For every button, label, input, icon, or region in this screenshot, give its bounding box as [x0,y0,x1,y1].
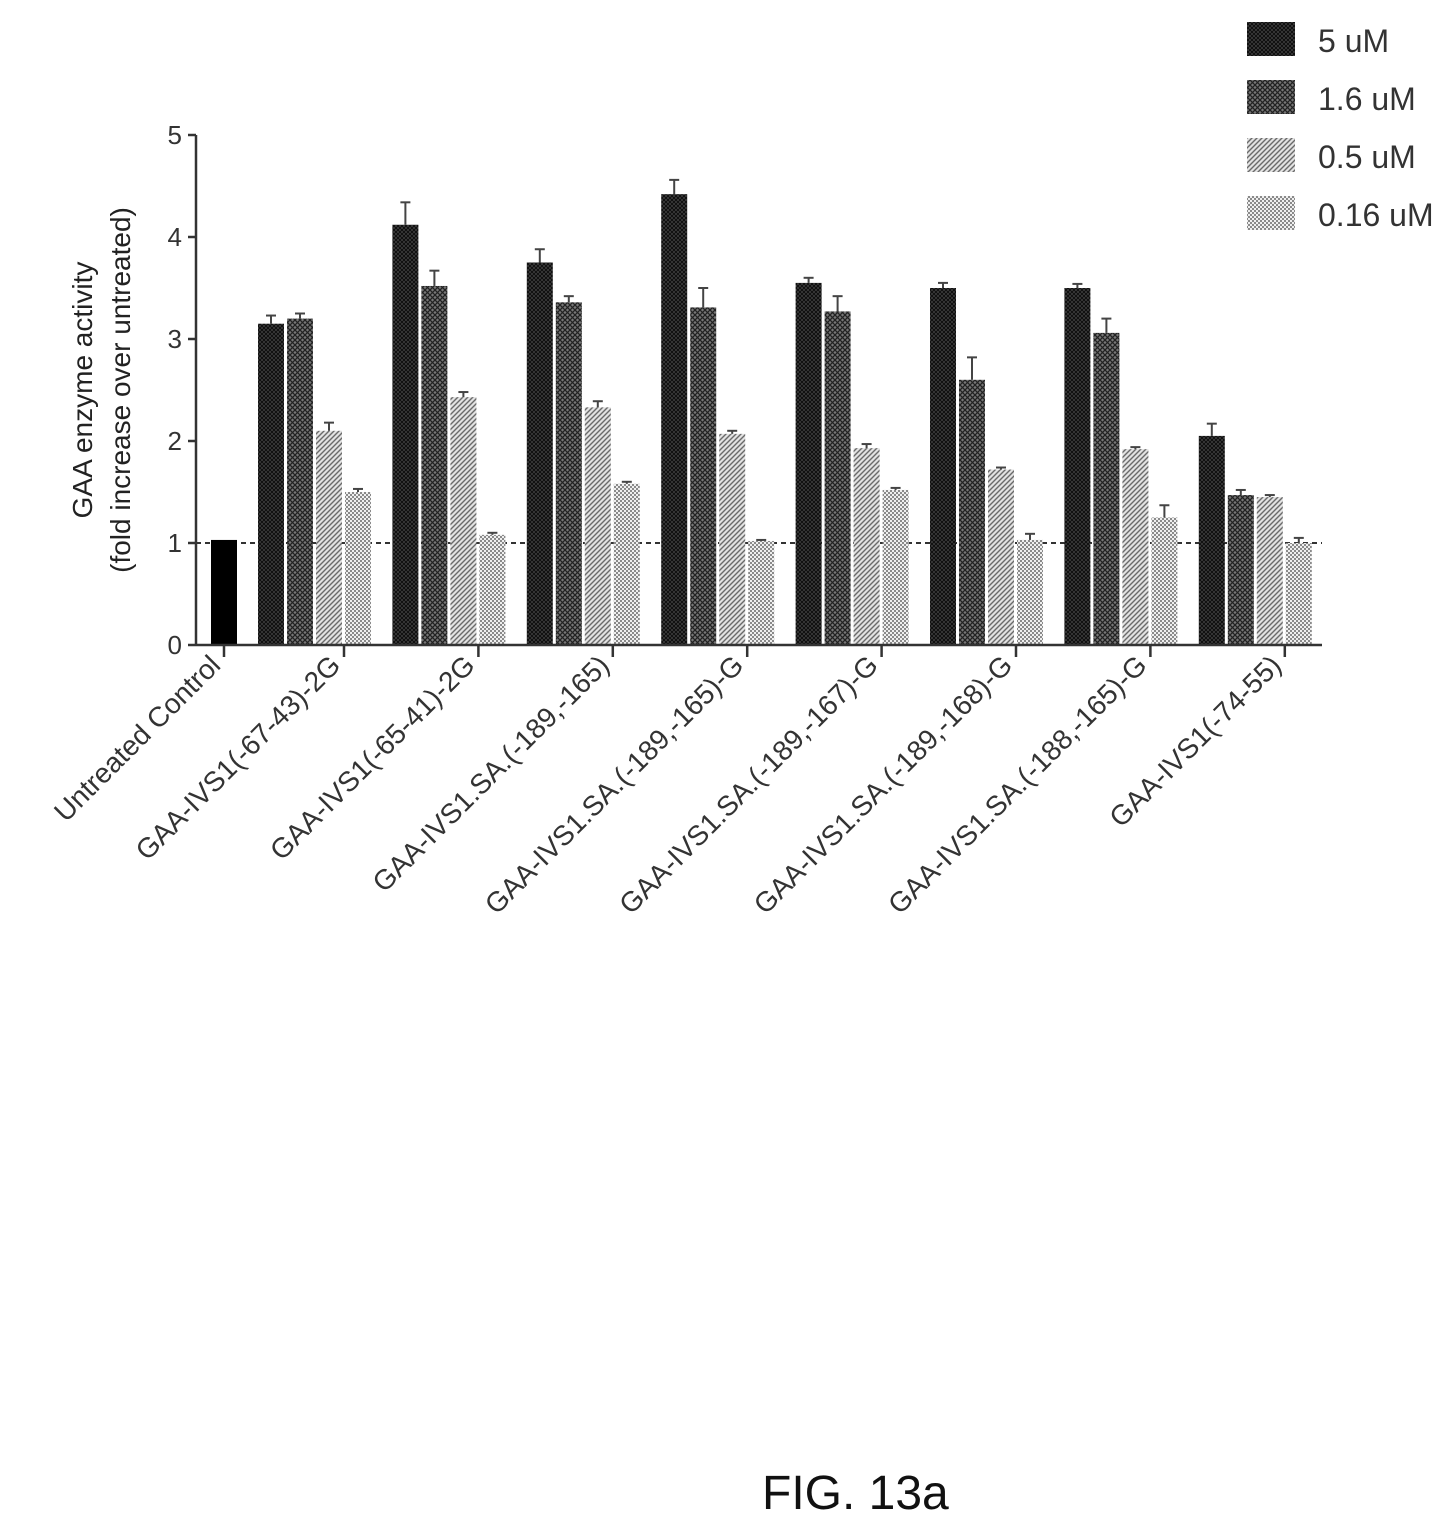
bar [930,288,956,645]
y-tick-label: 2 [168,426,182,456]
bar [853,448,880,645]
bar [316,430,342,645]
bar [1227,495,1254,645]
bar [345,492,371,645]
x-tick-label: GAA-IVS1.SA.(-189,-168)-G [748,649,1019,920]
y-tick-label: 3 [168,324,182,354]
bar [988,469,1014,645]
legend-swatch [1247,196,1295,230]
bar [1017,539,1043,645]
y-axis-label: GAA enzyme activity (fold increase over … [67,207,136,573]
bar [1256,497,1283,645]
bar [450,397,477,645]
y-tick-label: 1 [168,528,182,558]
legend-swatch [1247,138,1295,172]
bars [211,178,1312,645]
legend-label: 1.6 uM [1318,81,1416,117]
legend-swatch [1247,80,1295,114]
x-tick-label: GAA-IVS1.SA.(-188,-165)-G [882,649,1153,920]
legend-swatch [1247,22,1295,56]
bar [719,433,746,645]
bar [1122,449,1149,645]
legend: 5 uM 1.6 uM 0.5 uM 0.16 uM [1247,22,1434,233]
bar [959,379,985,645]
bar [748,540,775,645]
bar [555,302,582,645]
bar [1198,435,1225,645]
bar [421,285,448,645]
x-tick-label: GAA-IVS1.SA.(-189,-165) [366,649,615,898]
x-tick-label: GAA-IVS1.SA.(-189,-165)-G [479,649,750,920]
y-tick-label: 0 [168,630,182,660]
bar [258,323,284,645]
bar [287,318,313,645]
bar [613,483,640,645]
legend-label: 0.5 uM [1318,139,1416,175]
bar [661,194,688,645]
bar [1151,517,1178,645]
legend-label: 0.16 uM [1318,197,1434,233]
bar [392,224,419,645]
bar [824,311,851,645]
y-axis-label-line1: GAA enzyme activity [67,262,98,519]
y-tick-label: 5 [168,120,182,150]
figure-label: FIG. 13a [762,1467,949,1520]
bar [882,489,909,645]
x-tick-label: GAA-IVS1.SA.(-189,-167)-G [613,649,884,920]
bar [526,262,553,645]
x-axis: Untreated ControlGAA-IVS1(-67-43)-2GGAA-… [48,643,1322,920]
y-axis: 0 1 2 3 4 5 [168,120,198,660]
y-axis-label-line2: (fold increase over untreated) [105,207,136,573]
bar [479,534,506,645]
legend-label: 5 uM [1318,23,1389,59]
bar [690,307,717,645]
bar [584,407,611,645]
bar-untreated-control [211,539,237,645]
bar [795,282,822,645]
bar [1064,288,1091,645]
bar [1093,332,1120,645]
y-tick-label: 4 [168,222,182,252]
bar [1285,543,1312,645]
